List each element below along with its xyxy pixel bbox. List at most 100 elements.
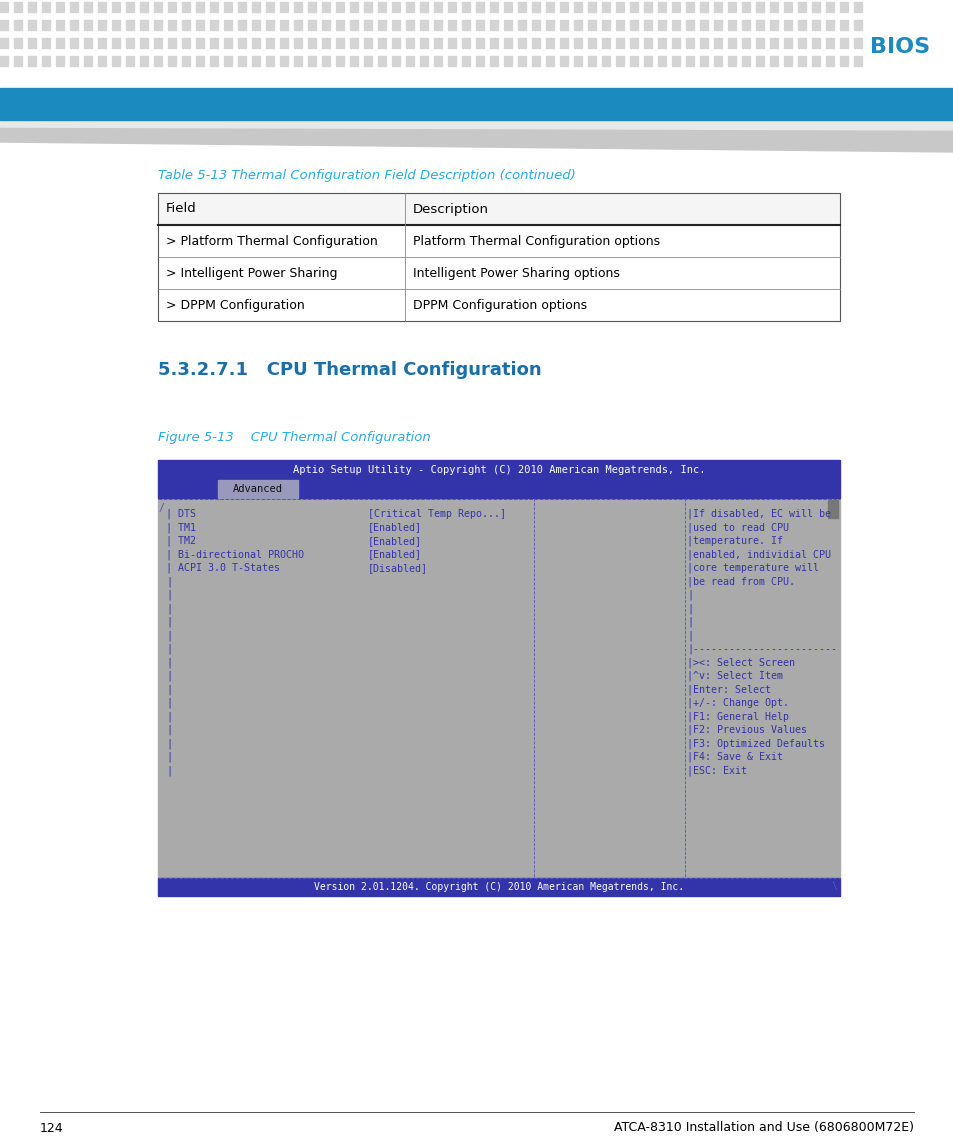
Bar: [461, 38, 470, 48]
Bar: [28, 19, 36, 30]
Bar: [42, 38, 50, 48]
Bar: [616, 56, 623, 66]
Bar: [335, 2, 344, 11]
Bar: [629, 2, 638, 11]
Text: |: |: [686, 590, 692, 600]
Bar: [827, 500, 837, 518]
Bar: [14, 19, 22, 30]
Bar: [629, 38, 638, 48]
Bar: [574, 2, 581, 11]
Bar: [434, 2, 441, 11]
Bar: [769, 38, 778, 48]
Bar: [364, 56, 372, 66]
Bar: [587, 19, 596, 30]
Bar: [532, 2, 539, 11]
Bar: [601, 38, 609, 48]
Bar: [434, 19, 441, 30]
Bar: [840, 19, 847, 30]
Bar: [700, 38, 707, 48]
Bar: [741, 38, 749, 48]
Bar: [503, 56, 512, 66]
Bar: [559, 2, 567, 11]
Bar: [377, 2, 386, 11]
Text: |: |: [166, 657, 172, 668]
Bar: [195, 2, 204, 11]
Bar: [559, 19, 567, 30]
Bar: [490, 56, 497, 66]
Bar: [266, 56, 274, 66]
Bar: [0, 19, 8, 30]
Text: |F2: Previous Values: |F2: Previous Values: [686, 725, 806, 735]
Bar: [308, 19, 315, 30]
Bar: [377, 38, 386, 48]
Bar: [42, 56, 50, 66]
Text: |: |: [166, 590, 172, 600]
Bar: [252, 2, 260, 11]
Text: Description: Description: [413, 203, 489, 215]
Text: |Enter: Select: |Enter: Select: [686, 685, 770, 695]
Bar: [406, 56, 414, 66]
Bar: [476, 2, 483, 11]
Text: [Enabled]: [Enabled]: [368, 536, 421, 546]
Bar: [294, 38, 302, 48]
Bar: [825, 2, 833, 11]
Bar: [14, 56, 22, 66]
Text: |: |: [166, 697, 172, 709]
Bar: [140, 56, 148, 66]
Bar: [168, 38, 175, 48]
Bar: [532, 38, 539, 48]
Text: BIOS: BIOS: [869, 37, 929, 57]
Bar: [335, 19, 344, 30]
Bar: [224, 56, 232, 66]
Text: |core temperature will: |core temperature will: [686, 562, 818, 574]
Text: |: |: [686, 603, 692, 614]
Bar: [237, 2, 246, 11]
Bar: [825, 19, 833, 30]
Bar: [237, 56, 246, 66]
Text: |ESC: Exit: |ESC: Exit: [686, 765, 746, 776]
Bar: [308, 38, 315, 48]
Text: |: |: [166, 752, 172, 763]
Text: 5.3.2.7.1   CPU Thermal Configuration: 5.3.2.7.1 CPU Thermal Configuration: [158, 361, 541, 379]
Text: 124: 124: [40, 1121, 64, 1135]
Bar: [98, 2, 106, 11]
Bar: [84, 2, 91, 11]
Polygon shape: [0, 120, 953, 131]
Bar: [210, 56, 218, 66]
Bar: [741, 56, 749, 66]
Bar: [811, 19, 820, 30]
Text: > DPPM Configuration: > DPPM Configuration: [166, 299, 304, 311]
Bar: [294, 19, 302, 30]
Bar: [853, 56, 862, 66]
Bar: [70, 38, 78, 48]
Bar: [574, 19, 581, 30]
Bar: [112, 2, 120, 11]
Bar: [210, 38, 218, 48]
Bar: [616, 38, 623, 48]
Bar: [112, 19, 120, 30]
Bar: [419, 38, 428, 48]
Bar: [643, 2, 651, 11]
Bar: [153, 56, 162, 66]
Bar: [671, 56, 679, 66]
Bar: [14, 2, 22, 11]
Bar: [42, 19, 50, 30]
Bar: [182, 2, 190, 11]
Bar: [616, 19, 623, 30]
Text: Field: Field: [166, 203, 196, 215]
Text: |><: Select Screen: |><: Select Screen: [686, 657, 794, 668]
Bar: [98, 19, 106, 30]
Bar: [727, 19, 735, 30]
Bar: [755, 38, 763, 48]
Bar: [685, 56, 693, 66]
Bar: [126, 38, 133, 48]
Bar: [629, 19, 638, 30]
Text: | DTS: | DTS: [166, 508, 195, 519]
Bar: [461, 19, 470, 30]
Bar: [168, 2, 175, 11]
Text: |F1: General Help: |F1: General Help: [686, 711, 788, 721]
Bar: [406, 38, 414, 48]
Bar: [574, 38, 581, 48]
Bar: [671, 19, 679, 30]
Bar: [755, 19, 763, 30]
